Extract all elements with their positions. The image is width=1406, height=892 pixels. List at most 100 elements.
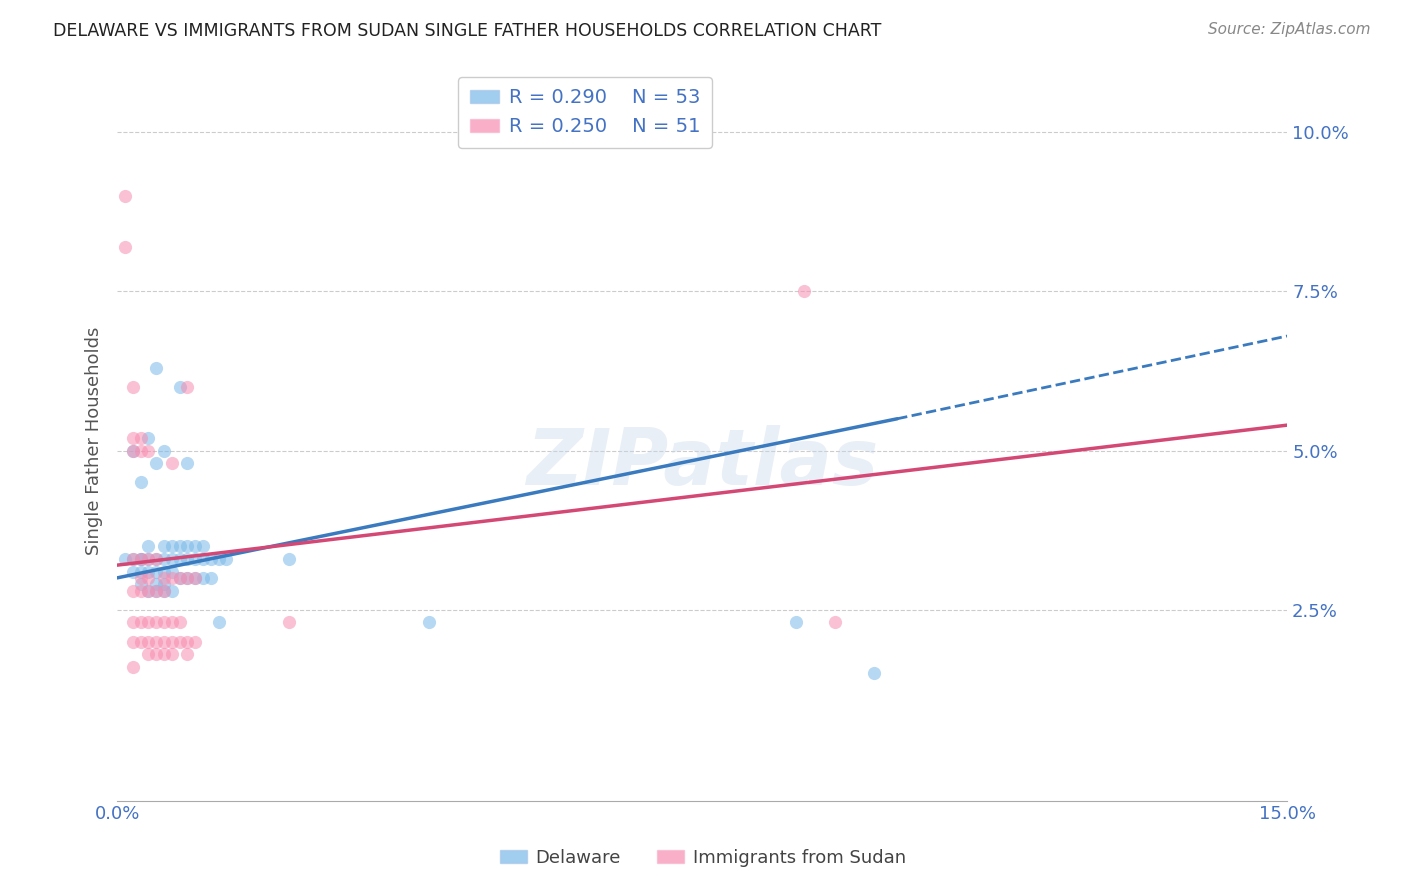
Point xyxy=(191,551,214,566)
Point xyxy=(138,634,160,648)
Point xyxy=(138,565,160,579)
Point xyxy=(121,615,143,630)
Point xyxy=(176,571,198,585)
Point xyxy=(138,647,160,661)
Point xyxy=(145,565,167,579)
Point xyxy=(200,551,222,566)
Point xyxy=(153,577,176,591)
Point xyxy=(145,634,167,648)
Y-axis label: Single Father Households: Single Father Households xyxy=(86,326,103,555)
Point xyxy=(160,456,183,470)
Point xyxy=(793,285,815,299)
Legend: Delaware, Immigrants from Sudan: Delaware, Immigrants from Sudan xyxy=(492,842,914,874)
Point xyxy=(138,615,160,630)
Point xyxy=(169,539,191,553)
Point xyxy=(153,551,176,566)
Point xyxy=(129,577,152,591)
Point xyxy=(145,615,167,630)
Point xyxy=(160,539,183,553)
Point xyxy=(184,571,207,585)
Point xyxy=(129,443,152,458)
Point xyxy=(138,551,160,566)
Text: ZIPatlas: ZIPatlas xyxy=(526,425,879,500)
Point xyxy=(207,551,229,566)
Text: Source: ZipAtlas.com: Source: ZipAtlas.com xyxy=(1208,22,1371,37)
Point xyxy=(121,380,143,394)
Point xyxy=(160,571,183,585)
Point xyxy=(121,583,143,598)
Point xyxy=(145,551,167,566)
Point xyxy=(184,571,207,585)
Point xyxy=(277,615,299,630)
Point xyxy=(215,551,238,566)
Point xyxy=(114,240,136,254)
Point xyxy=(121,551,143,566)
Point xyxy=(145,456,167,470)
Point xyxy=(191,571,214,585)
Point xyxy=(129,551,152,566)
Point xyxy=(121,443,143,458)
Point xyxy=(176,634,198,648)
Point xyxy=(153,615,176,630)
Point xyxy=(160,583,183,598)
Point xyxy=(153,634,176,648)
Point xyxy=(191,539,214,553)
Point xyxy=(129,551,152,566)
Point xyxy=(114,551,136,566)
Point xyxy=(138,431,160,445)
Point xyxy=(153,647,176,661)
Point xyxy=(160,647,183,661)
Point xyxy=(129,551,152,566)
Point xyxy=(138,539,160,553)
Point xyxy=(184,551,207,566)
Point xyxy=(145,583,167,598)
Point xyxy=(129,583,152,598)
Point xyxy=(176,539,198,553)
Point xyxy=(153,571,176,585)
Point xyxy=(169,551,191,566)
Point xyxy=(184,539,207,553)
Point xyxy=(207,615,229,630)
Point xyxy=(277,551,299,566)
Point xyxy=(138,551,160,566)
Point xyxy=(129,615,152,630)
Point xyxy=(176,647,198,661)
Point xyxy=(129,634,152,648)
Point xyxy=(121,551,143,566)
Point xyxy=(176,571,198,585)
Point xyxy=(145,577,167,591)
Point xyxy=(862,666,884,681)
Point xyxy=(145,551,167,566)
Point xyxy=(176,380,198,394)
Point xyxy=(785,615,807,630)
Text: DELAWARE VS IMMIGRANTS FROM SUDAN SINGLE FATHER HOUSEHOLDS CORRELATION CHART: DELAWARE VS IMMIGRANTS FROM SUDAN SINGLE… xyxy=(53,22,882,40)
Point xyxy=(145,360,167,375)
Point xyxy=(153,583,176,598)
Point xyxy=(138,583,160,598)
Point xyxy=(200,571,222,585)
Point xyxy=(153,565,176,579)
Point xyxy=(121,431,143,445)
Point xyxy=(145,583,167,598)
Point xyxy=(121,660,143,674)
Point xyxy=(129,431,152,445)
Point xyxy=(129,475,152,490)
Point xyxy=(114,189,136,203)
Point xyxy=(160,634,183,648)
Point xyxy=(824,615,846,630)
Point xyxy=(121,443,143,458)
Point xyxy=(160,615,183,630)
Point xyxy=(169,615,191,630)
Point xyxy=(160,565,183,579)
Point xyxy=(121,634,143,648)
Point xyxy=(418,615,440,630)
Point xyxy=(176,551,198,566)
Point xyxy=(176,456,198,470)
Point xyxy=(184,634,207,648)
Point xyxy=(153,443,176,458)
Point xyxy=(121,565,143,579)
Point xyxy=(153,583,176,598)
Point xyxy=(138,443,160,458)
Point xyxy=(129,565,152,579)
Point xyxy=(169,634,191,648)
